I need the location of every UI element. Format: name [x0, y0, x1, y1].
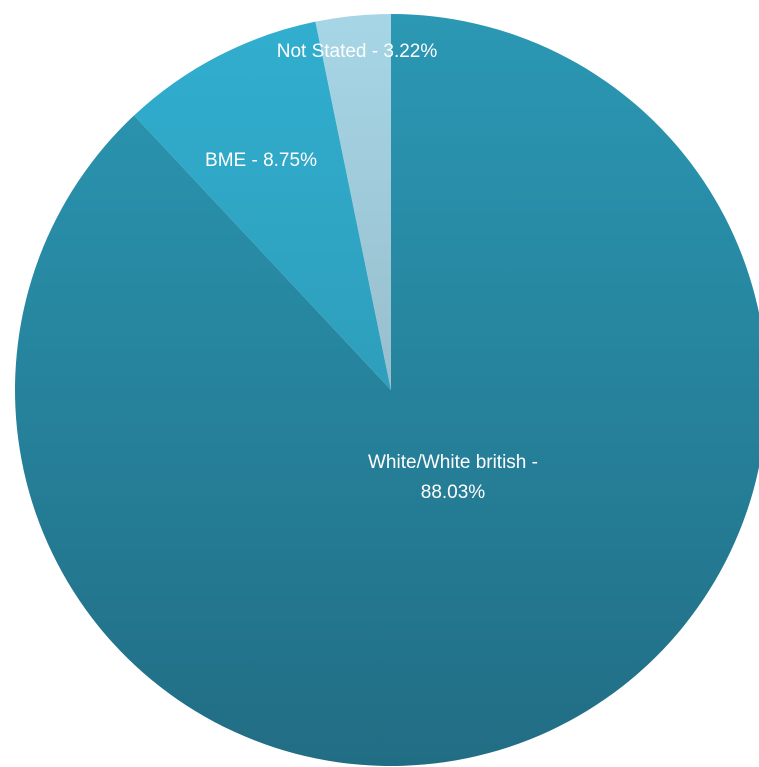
slice-label-line: 88.03%	[421, 482, 486, 503]
slices-layer	[15, 14, 759, 766]
slice-label-not-stated: Not Stated - 3.22%	[277, 41, 438, 62]
labels-layer: White/White british - 88.03% BME - 8.75% No…	[205, 41, 538, 503]
pie-slice-not-stated	[315, 14, 391, 390]
slice-label-line: Not Stated - 3.22%	[277, 41, 438, 62]
pie-slice-white-white-british	[15, 14, 759, 766]
slice-label-line: BME - 8.75%	[205, 150, 317, 171]
slice-label-bme: BME - 8.75%	[205, 150, 317, 171]
slice-label-white-white-british: White/White british - 88.03%	[368, 452, 538, 503]
slice-label-line: White/White british -	[368, 452, 538, 473]
pie-slice-bme	[134, 21, 392, 390]
